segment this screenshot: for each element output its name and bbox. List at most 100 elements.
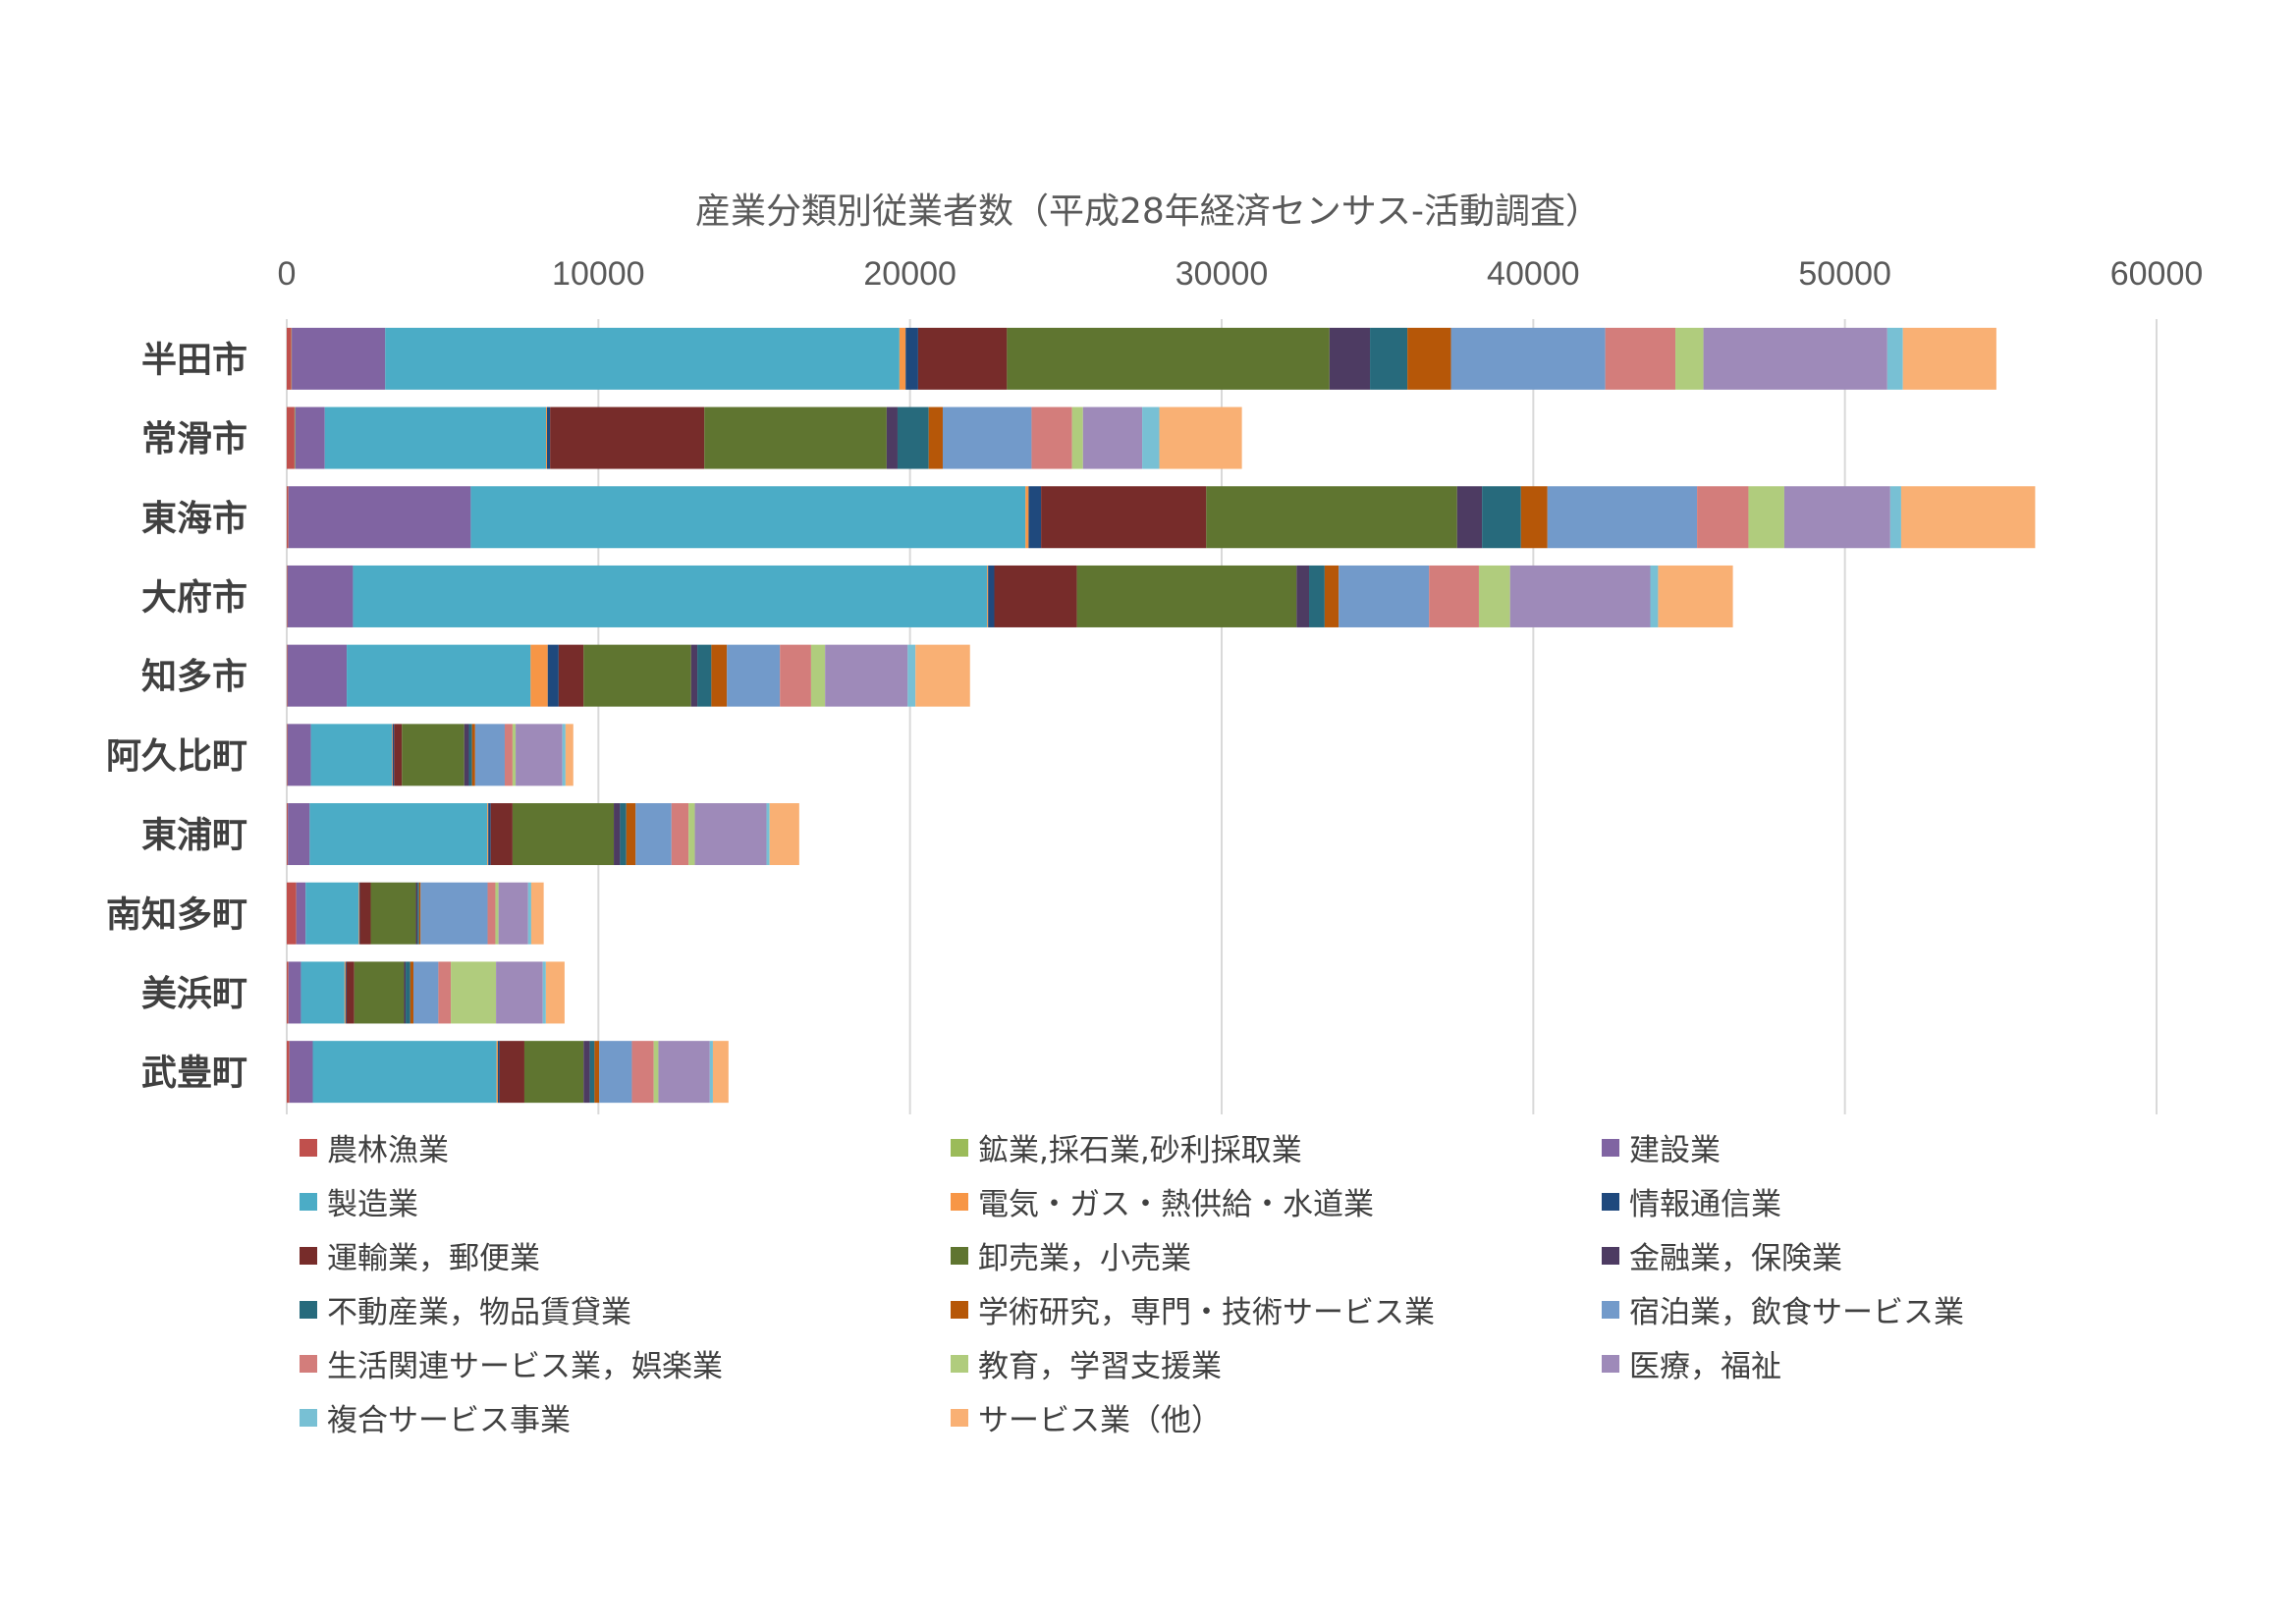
bar-segment — [287, 1041, 290, 1104]
bar-segment — [464, 724, 469, 786]
legend-swatch — [1602, 1354, 1619, 1373]
legend-swatch — [300, 1138, 317, 1157]
legend-label: 教育，学習支援業 — [978, 1349, 1222, 1384]
legend-item: 農林漁業 — [300, 1131, 951, 1168]
legend-swatch — [300, 1354, 317, 1373]
bar-segment — [516, 724, 563, 786]
bar-segment — [287, 644, 288, 707]
bar-segment — [438, 961, 452, 1024]
legend-item: 建設業 — [1602, 1131, 2165, 1168]
bar-segment — [347, 644, 531, 707]
bar-segment — [594, 1041, 600, 1104]
legend-label: 宿泊業，飲食サービス業 — [1629, 1295, 1964, 1330]
bar-segment — [614, 803, 621, 866]
bar-segment — [527, 882, 531, 945]
bar-segment — [1007, 327, 1330, 390]
bar-segment — [1407, 327, 1451, 390]
bar-segment — [886, 406, 898, 469]
bar-segment — [697, 644, 712, 707]
bar-segment — [635, 803, 672, 866]
bar-segment — [1339, 565, 1430, 627]
legend-swatch — [951, 1246, 968, 1265]
bar-segment — [599, 1041, 632, 1104]
bar-segment — [1748, 486, 1784, 549]
bar-segment — [402, 724, 465, 786]
bar-segment — [358, 882, 359, 945]
bar-segment — [709, 1041, 713, 1104]
bar-segment — [415, 882, 418, 945]
bar-segment — [1605, 327, 1676, 390]
bar-segment — [470, 486, 1026, 549]
bar-segment — [1697, 486, 1749, 549]
bar-segment — [287, 961, 289, 1024]
bar-segment — [562, 724, 566, 786]
bar-segment — [626, 803, 636, 866]
bar-segment — [288, 961, 301, 1024]
y-tick-label: 知多市 — [141, 657, 247, 697]
bar-segment — [495, 882, 499, 945]
bar-segment — [392, 724, 393, 786]
bar-segment — [487, 882, 496, 945]
bar-segment — [1889, 486, 1901, 549]
x-tick-label: 40000 — [1487, 255, 1580, 293]
bar-segment — [712, 1041, 729, 1104]
legend-item: 医療，福祉 — [1602, 1347, 2165, 1384]
bar-segment — [547, 644, 559, 707]
bar-segment — [420, 882, 488, 945]
bar-segment — [512, 724, 517, 786]
bar-segment — [1370, 327, 1408, 390]
legend-label: 農林漁業 — [327, 1133, 449, 1168]
bar-segment — [498, 882, 528, 945]
legend-swatch — [1602, 1138, 1619, 1157]
legend-label: 学術研究，専門・技術サービス業 — [978, 1295, 1435, 1330]
bar-segment — [558, 644, 584, 707]
legend-label: 情報通信業 — [1629, 1187, 1781, 1222]
bar-segment — [418, 882, 421, 945]
bar-segment — [294, 406, 296, 469]
bar-segment — [545, 961, 565, 1024]
bar-segment — [1478, 565, 1510, 627]
bar-segment — [897, 406, 929, 469]
bar-segment — [497, 1041, 500, 1104]
y-tick-label: 半田市 — [141, 340, 247, 380]
bar-segment — [1509, 565, 1651, 627]
bar-segment — [523, 1041, 584, 1104]
bar-segment — [688, 803, 695, 866]
bar-segment — [917, 327, 1008, 390]
bar-segment — [288, 803, 310, 866]
bar-segment — [1031, 406, 1072, 469]
bar-segment — [546, 406, 547, 469]
bar-segment — [392, 724, 395, 786]
legend-label: 運輸業，郵便業 — [327, 1241, 540, 1276]
bar-segment — [412, 961, 439, 1024]
x-tick-label: 50000 — [1798, 255, 1891, 293]
legend-item: 生活関連サービス業，娯楽業 — [300, 1347, 951, 1384]
legend-item: 金融業，保険業 — [1602, 1239, 2165, 1276]
bar-segment — [915, 644, 970, 707]
legend-item: 不動産業，物品賃貸業 — [300, 1293, 951, 1330]
bar-segment — [287, 724, 288, 786]
bar-segment — [468, 724, 472, 786]
legend-swatch — [951, 1354, 968, 1373]
bar-segment — [994, 565, 1077, 627]
legend-item: 学術研究，専門・技術サービス業 — [951, 1293, 1602, 1330]
legend-label: 卸売業，小売業 — [978, 1241, 1191, 1276]
bar-segment — [474, 724, 505, 786]
bar-segment — [905, 327, 918, 390]
legend-label: 医療，福祉 — [1629, 1349, 1781, 1384]
bar-segment — [487, 803, 489, 866]
bar-segment — [301, 961, 345, 1024]
bar-segment — [287, 327, 292, 390]
bar-segment — [942, 406, 1032, 469]
bar-segment — [512, 803, 615, 866]
bar-segment — [404, 961, 407, 1024]
bar-segment — [370, 882, 416, 945]
bar-segment — [1482, 486, 1521, 549]
bar-segment — [296, 882, 306, 945]
legend-swatch — [300, 1408, 317, 1427]
legend-label: 鉱業,採石業,砂利採取業 — [978, 1133, 1302, 1168]
bar-segment — [1429, 565, 1479, 627]
bar-segment — [295, 406, 325, 469]
y-tick-label: 大府市 — [141, 576, 247, 618]
bar-segment — [583, 1041, 590, 1104]
